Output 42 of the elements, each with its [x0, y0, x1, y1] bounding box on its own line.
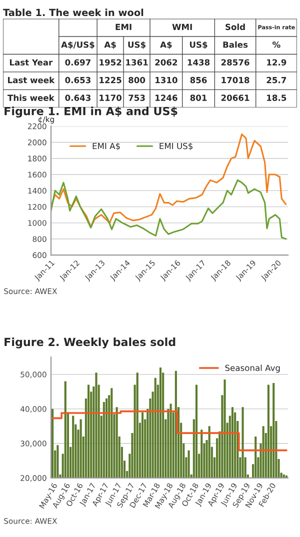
text: A$/US$ — [61, 41, 94, 49]
text: 0.643 — [65, 94, 90, 101]
text: Bales — [223, 41, 248, 48]
chart-title: Figure 1. EMI in A$ and US$ — [4, 106, 178, 118]
text: WMI — [172, 24, 192, 30]
text: 18.5 — [267, 94, 286, 101]
text: US$ — [128, 41, 146, 49]
text: Table 1. The week in wool — [3, 8, 144, 16]
text: 1361 — [126, 59, 148, 66]
text: 801 — [190, 94, 207, 101]
text: EMI — [116, 24, 132, 30]
text: 17018 — [222, 76, 250, 84]
text: 1952 — [100, 59, 122, 66]
text: 2062 — [155, 59, 178, 66]
text: Last week — [8, 76, 55, 84]
chart-title: Figure 2. Weekly bales sold — [4, 338, 176, 348]
text: % — [272, 41, 280, 48]
legend-label: EMI US$ — [160, 142, 192, 150]
text: 0.653 — [65, 76, 90, 84]
text: 25.7 — [266, 76, 286, 84]
text: 1310 — [156, 76, 178, 84]
text: A$ — [104, 41, 116, 49]
text: 20661 — [221, 94, 250, 101]
text: Sold — [226, 24, 245, 30]
text: 1225 — [100, 76, 122, 84]
text: 753 — [128, 94, 145, 101]
text: 0.697 — [65, 59, 90, 66]
text: 856 — [190, 76, 207, 84]
text: 1170 — [100, 94, 122, 101]
text: 12.9 — [267, 59, 286, 66]
legend-label: Seasonal Avg — [225, 364, 280, 373]
line-series — [51, 133, 287, 228]
text: This week — [8, 94, 55, 101]
text: 800 — [128, 76, 146, 84]
legend-label: EMI A$ — [92, 142, 120, 150]
text: 28576 — [221, 59, 250, 66]
text: 1438 — [188, 59, 210, 66]
line-series — [51, 179, 287, 240]
text: 1246 — [156, 94, 178, 101]
text: A$ — [160, 41, 172, 49]
text: Last Year — [10, 59, 53, 66]
text: US$ — [190, 41, 208, 49]
